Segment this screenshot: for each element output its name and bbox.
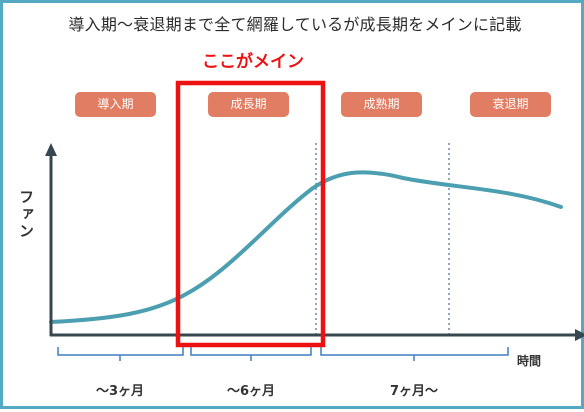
lifecycle-diagram — [45, 80, 584, 361]
diagram-title: 導入期〜衰退期まで全て網羅しているが成長期をメインに記載 — [68, 15, 522, 34]
duration-later: 7ヶ月〜 — [389, 384, 439, 399]
growth-highlight-box — [175, 80, 326, 348]
stage-introduction: 導入期 — [75, 92, 156, 117]
lifecycle-curve — [49, 170, 563, 324]
x-axis-label: 時間 — [517, 354, 542, 368]
bracket-later — [320, 347, 509, 356]
duration-intro: 〜3ヶ月 — [95, 384, 145, 399]
x-axis-arrow-icon — [575, 329, 584, 341]
stage-decline: 衰退期 — [470, 92, 551, 117]
y-axis-arrow-icon — [45, 143, 57, 156]
y-axis-label: ファン — [17, 189, 35, 240]
stage-maturity: 成熟期 — [341, 92, 422, 117]
bracket-growth — [190, 347, 312, 356]
highlight-label: ここがメイン — [202, 52, 304, 72]
duration-growth: 〜6ヶ月 — [226, 384, 276, 399]
bracket-intro — [57, 347, 184, 356]
stage-growth: 成長期 — [208, 92, 289, 117]
